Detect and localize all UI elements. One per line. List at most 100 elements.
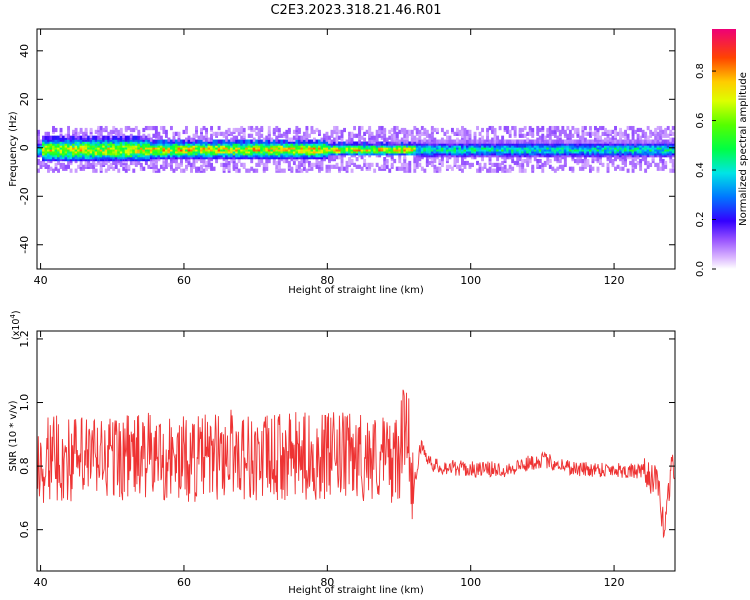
heatmap-cell bbox=[132, 135, 136, 140]
heatmap-cell bbox=[312, 162, 316, 168]
heatmap-cell bbox=[124, 164, 128, 169]
heatmap-cell bbox=[215, 158, 219, 164]
heatmap-cell bbox=[310, 125, 314, 131]
heatmap-cell bbox=[393, 125, 397, 131]
heatmap-cell bbox=[614, 166, 617, 171]
heatmap-cell bbox=[207, 162, 211, 168]
heatmap-cell bbox=[340, 141, 344, 146]
heatmap-cell bbox=[363, 162, 367, 168]
heatmap-cell bbox=[596, 127, 600, 133]
heatmap-cell bbox=[420, 131, 424, 136]
heatmap-cell bbox=[174, 158, 178, 164]
heatmap-cell bbox=[325, 164, 329, 169]
heatmap-cell bbox=[177, 131, 181, 136]
heatmap-cell bbox=[44, 135, 48, 140]
heatmap-cell bbox=[548, 139, 552, 144]
heatmap-cell bbox=[378, 141, 382, 146]
heatmap-cell bbox=[302, 166, 306, 171]
heatmap-cell bbox=[240, 125, 244, 131]
heatmap-cell bbox=[488, 125, 492, 131]
heatmap-cell bbox=[669, 168, 673, 173]
heatmap-cell bbox=[518, 139, 522, 144]
heatmap-cell bbox=[438, 158, 442, 164]
heatmap-cell bbox=[345, 139, 349, 144]
heatmap-cell bbox=[506, 139, 510, 144]
heatmap-cell bbox=[39, 139, 43, 144]
heatmap-cell bbox=[212, 131, 216, 136]
heatmap-cell bbox=[566, 133, 570, 138]
heatmap-cell bbox=[74, 168, 78, 173]
heatmap-cell bbox=[257, 139, 261, 144]
heatmap-cell bbox=[664, 127, 668, 133]
heatmap-cell bbox=[661, 129, 665, 135]
heatmap-cell bbox=[573, 127, 577, 133]
heatmap-cell bbox=[267, 125, 271, 131]
heatmap-cell bbox=[508, 129, 512, 135]
heatmap-cell bbox=[335, 125, 339, 131]
heatmap-cell bbox=[149, 125, 153, 131]
heatmap-cell bbox=[435, 139, 439, 144]
heatmap-cell bbox=[240, 139, 244, 144]
heatmap-cell bbox=[84, 127, 88, 133]
heatmap-cell bbox=[659, 135, 663, 140]
heatmap-cell bbox=[230, 137, 234, 142]
heatmap-cell bbox=[79, 135, 83, 140]
heatmap-cell bbox=[195, 139, 198, 144]
heatmap-cell bbox=[558, 129, 562, 135]
heatmap-cell bbox=[513, 139, 517, 144]
heatmap-cell bbox=[363, 141, 367, 146]
heatmap-cell bbox=[265, 139, 269, 144]
heatmap-cell bbox=[94, 135, 98, 140]
heatmap-cell bbox=[656, 166, 660, 171]
heatmap-cell bbox=[616, 164, 620, 169]
heatmap-cell bbox=[523, 125, 527, 131]
heatmap-cell bbox=[180, 158, 183, 164]
heatmap-cell bbox=[353, 141, 357, 146]
heatmap-cell bbox=[67, 133, 71, 138]
heatmap-cell bbox=[624, 129, 628, 135]
heatmap-cell bbox=[202, 162, 206, 168]
heatmap-cell bbox=[104, 135, 108, 140]
heatmap-cell bbox=[340, 162, 344, 168]
heatmap-cell bbox=[388, 135, 392, 140]
heatmap-cell bbox=[159, 164, 163, 169]
heatmap-cell bbox=[363, 158, 367, 164]
heatmap-cell bbox=[182, 139, 186, 144]
heatmap-cell bbox=[538, 139, 542, 144]
heatmap-cell bbox=[375, 133, 379, 138]
snr-frame bbox=[36, 330, 676, 572]
heatmap-cell bbox=[250, 139, 254, 144]
snr-series-line bbox=[37, 389, 675, 539]
heatmap-cell bbox=[578, 135, 582, 140]
heatmap-cell bbox=[395, 166, 399, 171]
heatmap-cell bbox=[104, 168, 108, 173]
heatmap-cell bbox=[649, 139, 653, 144]
heatmap-cell bbox=[476, 139, 479, 144]
heatmap-cell bbox=[114, 135, 118, 140]
heatmap-cell bbox=[521, 168, 525, 173]
heatmap-cell bbox=[508, 168, 512, 173]
heatmap-cell bbox=[265, 166, 269, 171]
heatmap-cell bbox=[169, 139, 173, 144]
heatmap-cell bbox=[250, 133, 254, 138]
heatmap-cell bbox=[553, 168, 557, 173]
heatmap-cell bbox=[553, 157, 557, 162]
heatmap-cell bbox=[302, 162, 306, 168]
snr-y-multiplier: (x104) bbox=[9, 310, 22, 340]
heatmap-cell bbox=[315, 139, 319, 144]
heatmap-cell bbox=[425, 158, 429, 164]
heatmap-cell bbox=[255, 162, 259, 168]
heatmap-cell bbox=[247, 125, 251, 131]
heatmap-cell bbox=[639, 127, 643, 133]
heatmap-cell bbox=[182, 129, 186, 135]
heatmap-cell bbox=[328, 139, 331, 144]
heatmap-cell bbox=[408, 129, 412, 135]
heatmap-cell bbox=[536, 162, 540, 168]
heatmap-cell bbox=[631, 129, 635, 135]
heatmap-cell bbox=[654, 162, 658, 168]
heatmap-cell bbox=[94, 162, 98, 168]
heatmap-cell bbox=[227, 127, 231, 133]
heatmap-cell bbox=[262, 137, 266, 142]
heatmap-cell bbox=[445, 164, 449, 169]
